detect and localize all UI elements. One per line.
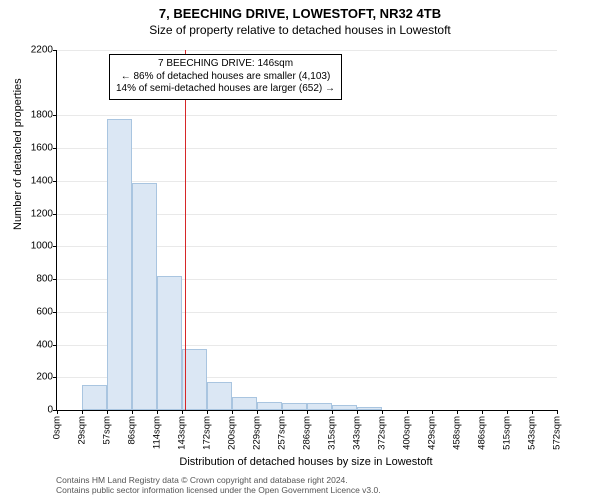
x-tick [182, 410, 183, 414]
x-tick [532, 410, 533, 414]
annotation-line: 14% of semi-detached houses are larger (… [116, 83, 335, 96]
y-tick-label: 2200 [31, 45, 53, 56]
y-tick [53, 214, 57, 215]
gridline [57, 148, 557, 149]
histogram-bar [132, 183, 157, 410]
annotation-box: 7 BEECHING DRIVE: 146sqm← 86% of detache… [109, 54, 342, 100]
y-tick [53, 50, 57, 51]
x-tick-label: 286sqm [302, 416, 313, 450]
histogram-bar [207, 382, 232, 410]
x-tick-label: 57sqm [102, 416, 113, 445]
x-tick-label: 372sqm [377, 416, 388, 450]
x-tick-label: 429sqm [427, 416, 438, 450]
x-tick-label: 343sqm [352, 416, 363, 450]
y-tick-label: 1000 [31, 241, 53, 252]
x-tick-label: 515sqm [502, 416, 513, 450]
y-tick-label: 1600 [31, 143, 53, 154]
x-tick [157, 410, 158, 414]
x-tick [382, 410, 383, 414]
page-title: 7, BEECHING DRIVE, LOWESTOFT, NR32 4TB [0, 0, 600, 21]
y-tick [53, 377, 57, 378]
histogram-bar [107, 119, 132, 410]
x-tick [82, 410, 83, 414]
y-tick-label: 1200 [31, 208, 53, 219]
x-tick-label: 486sqm [477, 416, 488, 450]
gridline [57, 115, 557, 116]
x-tick-label: 543sqm [527, 416, 538, 450]
x-tick [57, 410, 58, 414]
annotation-line: 7 BEECHING DRIVE: 146sqm [116, 58, 335, 71]
x-tick [257, 410, 258, 414]
reference-line [185, 50, 186, 410]
gridline [57, 50, 557, 51]
x-tick [482, 410, 483, 414]
y-tick [53, 246, 57, 247]
x-tick [407, 410, 408, 414]
histogram-bar [182, 349, 207, 410]
x-tick [307, 410, 308, 414]
histogram-bar [82, 385, 107, 410]
x-axis-label: Distribution of detached houses by size … [56, 456, 556, 468]
footer-attribution: Contains HM Land Registry data © Crown c… [56, 476, 580, 496]
y-tick [53, 312, 57, 313]
histogram-bar [157, 276, 182, 410]
x-tick-label: 114sqm [152, 416, 163, 449]
x-tick-label: 400sqm [402, 416, 413, 450]
y-tick [53, 181, 57, 182]
y-tick [53, 345, 57, 346]
y-tick-label: 600 [36, 306, 53, 317]
x-tick-label: 458sqm [452, 416, 463, 450]
histogram-bar [357, 407, 382, 410]
y-axis-label: Number of detached properties [12, 78, 24, 230]
y-tick-label: 1400 [31, 175, 53, 186]
x-tick [207, 410, 208, 414]
x-tick-label: 172sqm [202, 416, 213, 450]
x-tick [232, 410, 233, 414]
x-tick [457, 410, 458, 414]
histogram-bar [282, 403, 307, 410]
histogram-bar [257, 402, 282, 410]
y-tick-label: 1800 [31, 110, 53, 121]
footer-line-2: Contains public sector information licen… [56, 486, 580, 496]
histogram-bar [307, 403, 332, 410]
x-tick [557, 410, 558, 414]
x-tick [507, 410, 508, 414]
x-tick [282, 410, 283, 414]
x-tick-label: 143sqm [177, 416, 188, 450]
page-subtitle: Size of property relative to detached ho… [0, 21, 600, 37]
histogram-plot: 02004006008001000120014001600180022000sq… [56, 50, 557, 411]
x-tick-label: 315sqm [327, 416, 338, 450]
x-tick-label: 257sqm [277, 416, 288, 450]
x-tick [132, 410, 133, 414]
x-tick-label: 0sqm [52, 416, 63, 439]
x-tick-label: 572sqm [552, 416, 563, 450]
x-tick [357, 410, 358, 414]
y-tick [53, 279, 57, 280]
x-tick [107, 410, 108, 414]
histogram-bar [332, 405, 357, 410]
annotation-line: ← 86% of detached houses are smaller (4,… [116, 71, 335, 84]
x-tick [332, 410, 333, 414]
x-tick-label: 200sqm [227, 416, 238, 450]
x-tick-label: 229sqm [252, 416, 263, 450]
y-tick-label: 400 [36, 339, 53, 350]
histogram-bar [232, 397, 257, 410]
x-tick-label: 29sqm [77, 416, 88, 445]
y-tick [53, 148, 57, 149]
x-tick-label: 86sqm [127, 416, 138, 445]
y-tick [53, 115, 57, 116]
y-tick-label: 800 [36, 274, 53, 285]
y-tick-label: 0 [47, 405, 53, 416]
y-tick-label: 200 [36, 372, 53, 383]
x-tick [432, 410, 433, 414]
